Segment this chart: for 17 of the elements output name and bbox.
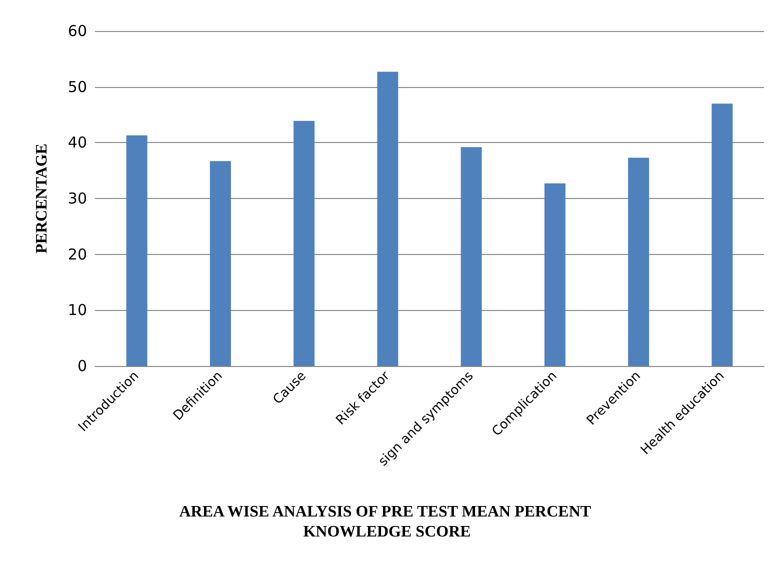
bar <box>544 183 566 366</box>
y-axis-title: PERCENTAGE <box>34 144 50 254</box>
y-tick-label: 20 <box>68 245 87 264</box>
y-tick-label: 0 <box>77 357 87 375</box>
bar <box>126 135 148 366</box>
bar <box>712 104 733 366</box>
y-tick-label: 10 <box>68 301 87 320</box>
text: AREA WISE ANALYSIS OF PRE TEST MEAN PERCENT KNOWLEDGE SCORE <box>179 504 595 540</box>
y-tick-label: 60 <box>68 22 87 40</box>
bar <box>210 161 231 366</box>
y-tick-label: 30 <box>68 190 87 208</box>
bar <box>460 147 482 366</box>
bar <box>377 72 398 366</box>
bar <box>294 120 315 366</box>
bar <box>628 158 650 366</box>
y-tick-label: 40 <box>68 134 87 152</box>
y-tick-label: 50 <box>68 78 87 96</box>
